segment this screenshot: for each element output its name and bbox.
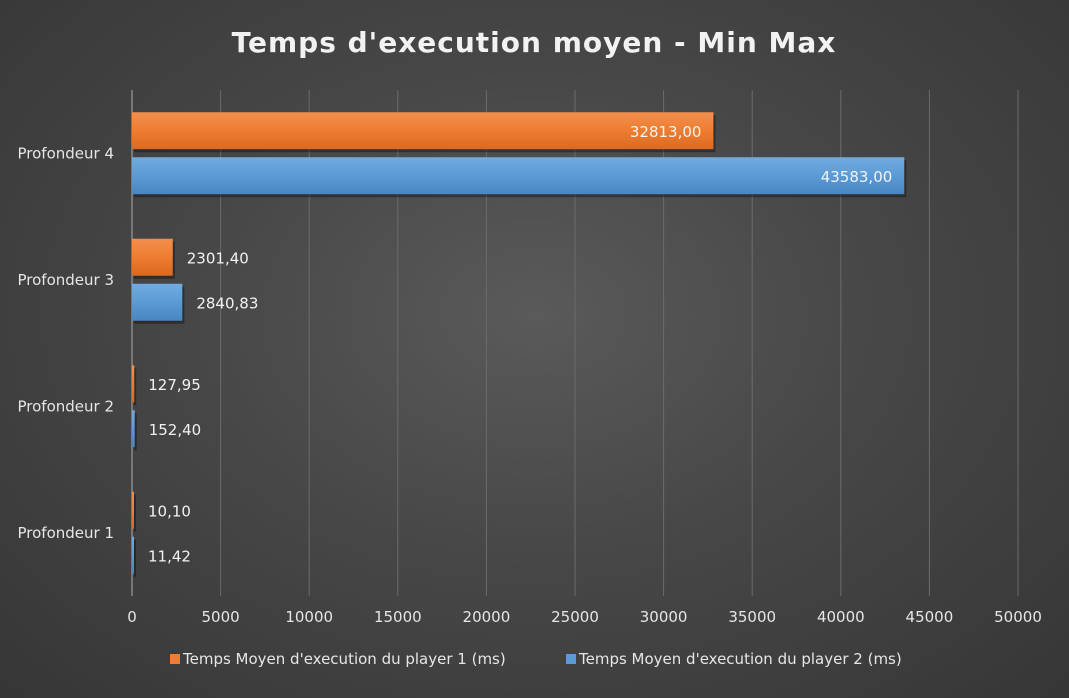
bar-player-1 [132,112,714,150]
bar-player-1 [132,491,134,529]
data-labels: 32813,00 43583,00 2301,40 2840,83 127,95 152,… [148,123,892,566]
x-tick-label: 0 [127,608,137,626]
x-tick-label: 5000 [202,608,240,626]
legend-swatch [566,654,576,664]
category-label: Profondeur 4 [18,144,115,162]
data-label: 2301,40 [187,249,249,267]
x-tick-label: 10000 [285,608,333,626]
data-label: 2840,83 [196,294,258,312]
chart-title: Temps d'execution moyen - Min Max [232,26,837,59]
category-labels: Profondeur 4 Profondeur 3 Profondeur 2 Prof… [18,144,115,542]
x-tick-label: 15000 [374,608,422,626]
category-label: Profondeur 1 [18,524,115,542]
data-label: 152,40 [149,421,202,439]
x-tick-label: 30000 [640,608,688,626]
legend-label: Temps Moyen d'execution du player 1 (ms) [182,650,506,668]
legend-swatch [170,654,180,664]
bar-player-1 [132,238,173,276]
bar-shadow [134,413,137,451]
bar-player-2 [132,410,135,448]
legend: Temps Moyen d'execution du player 1 (ms)… [170,650,902,668]
category-label: Profondeur 3 [18,271,115,289]
category-label: Profondeur 2 [18,397,115,415]
bar-shadow [134,539,136,577]
data-label: 11,42 [148,547,191,565]
bar-player-1 [132,365,135,403]
bar-player-2 [132,283,183,321]
x-tick-label: 50000 [994,608,1042,626]
data-label: 43583,00 [821,168,893,186]
x-tick-label: 40000 [817,608,865,626]
bar-shadow [134,494,136,532]
data-label: 32813,00 [630,123,702,141]
legend-label: Temps Moyen d'execution du player 2 (ms) [578,650,902,668]
data-label: 127,95 [148,376,201,394]
x-tick-label: 45000 [906,608,954,626]
bar-shadow [134,368,137,406]
bars [132,112,907,577]
bar-player-2 [132,157,905,195]
x-tick-label: 35000 [728,608,776,626]
x-tick-label: 25000 [551,608,599,626]
data-label: 10,10 [148,502,191,520]
x-tick-labels: 0 5000 10000 15000 20000 25000 30000 35000 40000… [127,608,1042,626]
x-tick-label: 20000 [463,608,511,626]
bar-player-2 [132,536,134,574]
